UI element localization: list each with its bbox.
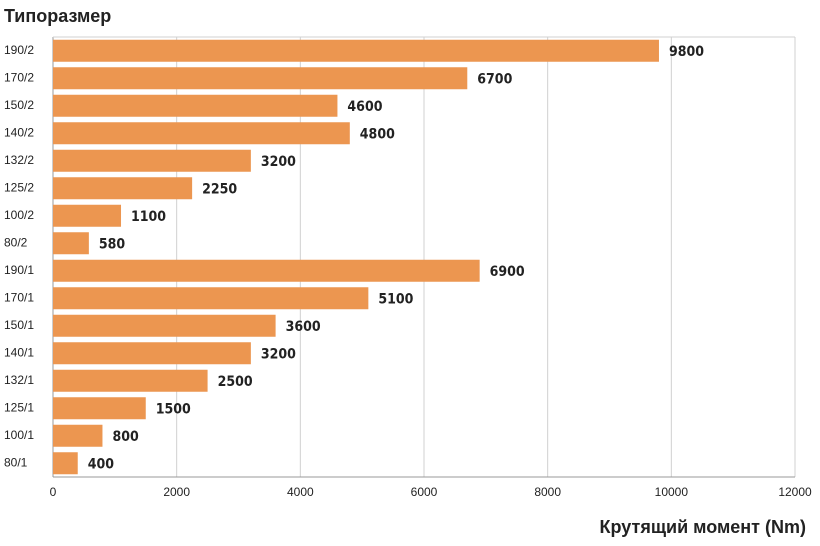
chart-title: Типоразмер — [4, 6, 111, 26]
value-label: 3200 — [261, 154, 296, 170]
x-tick-label: 8000 — [534, 485, 561, 499]
y-tick-label: 132/1 — [4, 373, 34, 387]
y-tick-label: 140/2 — [4, 125, 34, 139]
x-tick-label: 0 — [50, 485, 57, 499]
value-label: 3200 — [261, 346, 296, 362]
bar — [53, 287, 369, 310]
value-label: 3600 — [286, 319, 321, 335]
bar — [53, 424, 103, 447]
y-tick-label: 80/2 — [4, 235, 28, 249]
y-tick-label: 170/1 — [4, 290, 34, 304]
y-tick-label: 132/2 — [4, 153, 34, 167]
y-tick-label: 125/2 — [4, 180, 34, 194]
y-tick-label: 150/1 — [4, 318, 34, 332]
value-label: 400 — [88, 456, 115, 472]
bar — [53, 397, 146, 420]
y-tick-label: 170/2 — [4, 70, 34, 84]
value-label: 2250 — [202, 181, 237, 197]
value-label: 5100 — [378, 291, 413, 307]
bar — [53, 149, 251, 172]
bar — [53, 259, 480, 282]
y-tick-label: 140/1 — [4, 345, 34, 359]
value-label: 1100 — [131, 209, 166, 225]
value-label: 6700 — [477, 71, 512, 87]
bar — [53, 452, 78, 475]
value-label: 2500 — [218, 374, 253, 390]
x-tick-label: 2000 — [163, 485, 190, 499]
y-tick-label: 150/2 — [4, 98, 34, 112]
value-label: 9800 — [669, 44, 704, 60]
bar — [53, 204, 122, 227]
y-tick-label: 190/2 — [4, 43, 34, 57]
x-tick-label: 10000 — [655, 485, 689, 499]
value-label: 6900 — [490, 264, 525, 280]
bar — [53, 232, 89, 255]
y-tick-label: 100/2 — [4, 208, 34, 222]
bar — [53, 369, 208, 392]
bar — [53, 39, 659, 62]
bar — [53, 94, 338, 117]
y-tick-label: 80/1 — [4, 455, 28, 469]
x-axis-title: Крутящий момент (Nm) — [600, 517, 806, 537]
value-label: 4600 — [347, 99, 382, 115]
bar — [53, 342, 251, 365]
bar — [53, 314, 276, 337]
x-tick-label: 4000 — [287, 485, 314, 499]
y-tick-label: 190/1 — [4, 263, 34, 277]
bar — [53, 122, 350, 145]
x-tick-label: 12000 — [778, 485, 812, 499]
value-label: 4800 — [360, 126, 395, 142]
bar — [53, 67, 468, 90]
value-label: 800 — [112, 429, 139, 445]
y-tick-label: 125/1 — [4, 400, 34, 414]
y-tick-label: 100/1 — [4, 428, 34, 442]
x-tick-label: 6000 — [411, 485, 438, 499]
bar — [53, 177, 193, 200]
value-label: 1500 — [156, 401, 191, 417]
value-label: 580 — [99, 236, 126, 252]
